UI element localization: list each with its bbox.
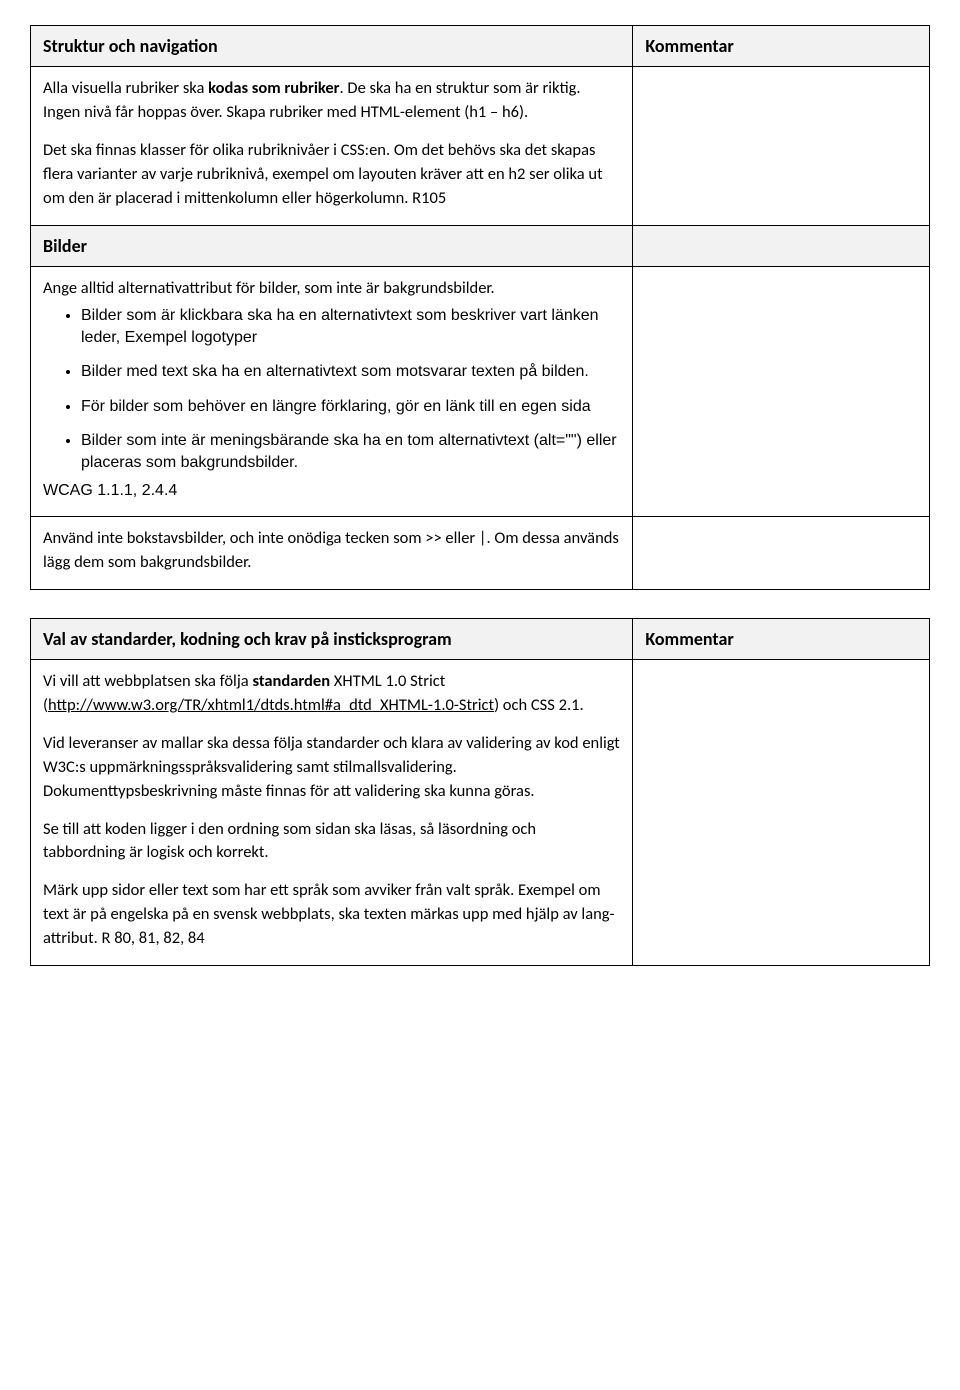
table-struktur: Struktur och navigation Kommentar Alla v…: [30, 25, 930, 590]
t1-row3-right: [633, 266, 930, 516]
t1-r3-li3: För bilder som behöver en längre förklar…: [81, 396, 620, 418]
t1-row2-header: Bilder: [31, 225, 633, 266]
t1-r1-p1: Alla visuella rubriker ska kodas som rub…: [43, 77, 620, 125]
t2-p1-link[interactable]: http://www.w3.org/TR/xhtml1/dtds.html#a_…: [48, 695, 494, 715]
t1-r3-li2: Bilder med text ska ha en alternativtext…: [81, 361, 620, 383]
t1-row4-right: [633, 517, 930, 590]
t2-p2: Vid leveranser av mallar ska dessa följa…: [43, 732, 620, 804]
table-standarder: Val av standarder, kodning och krav på i…: [30, 618, 930, 966]
t1-r1-p1-a: Alla visuella rubriker ska: [43, 78, 208, 98]
t2-p1-a: Vi vill att webbplatsen ska följa: [43, 671, 252, 691]
t1-r1-p1-bold: kodas som rubriker: [208, 78, 339, 98]
t2-header-right: Kommentar: [633, 618, 930, 659]
t2-p1: Vi vill att webbplatsen ska följa standa…: [43, 670, 620, 718]
t2-body-left: Vi vill att webbplatsen ska följa standa…: [31, 659, 633, 965]
t1-r4-p: Använd inte bokstavsbilder, och inte onö…: [43, 527, 620, 575]
t1-r3-list: Bilder som är klickbara ska ha en altern…: [43, 305, 620, 475]
t2-p1-c: ) och CSS 2.1.: [494, 695, 584, 715]
t1-r3-intro: Ange alltid alternativattribut för bilde…: [43, 277, 620, 301]
t1-row4-left: Använd inte bokstavsbilder, och inte onö…: [31, 517, 633, 590]
t1-row3-left: Ange alltid alternativattribut för bilde…: [31, 266, 633, 516]
t1-header-right: Kommentar: [633, 26, 930, 67]
t1-r1-p2: Det ska finnas klasser för olika rubrikn…: [43, 139, 620, 211]
t1-row2-right: [633, 225, 930, 266]
t1-row1-left: Alla visuella rubriker ska kodas som rub…: [31, 67, 633, 226]
t2-p3: Se till att koden ligger i den ordning s…: [43, 818, 620, 866]
t1-r3-li4: Bilder som inte är meningsbärande ska ha…: [81, 430, 620, 475]
t1-row1-right: [633, 67, 930, 226]
t2-header-left: Val av standarder, kodning och krav på i…: [31, 618, 633, 659]
t2-p4: Märk upp sidor eller text som har ett sp…: [43, 879, 620, 951]
t2-body-right: [633, 659, 930, 965]
t1-header-left: Struktur och navigation: [31, 26, 633, 67]
t2-p1-bold: standarden: [252, 671, 330, 691]
t1-r3-wcag: WCAG 1.1.1, 2.4.4: [43, 479, 620, 502]
t1-r3-li1: Bilder som är klickbara ska ha en altern…: [81, 305, 620, 350]
